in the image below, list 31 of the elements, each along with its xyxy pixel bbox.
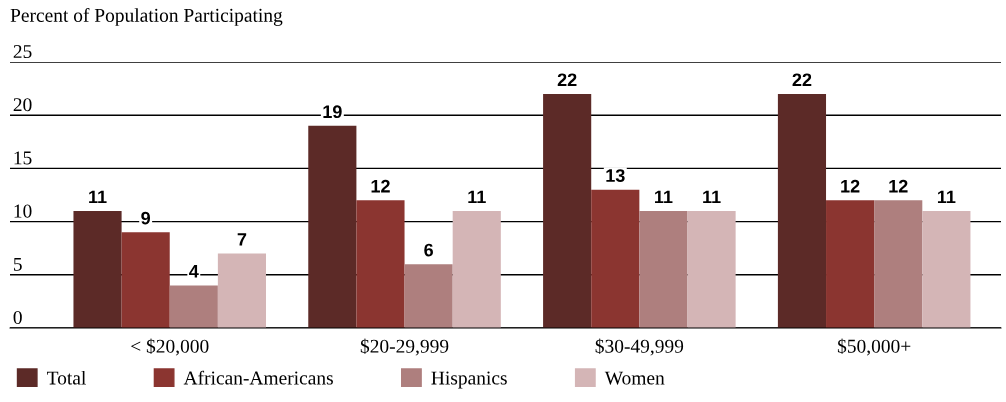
data-label: 7 (237, 233, 247, 246)
legend-label: Women (604, 371, 665, 385)
y-tick-label: 20 (13, 98, 32, 112)
y-tick-label: 0 (13, 310, 22, 325)
y-tick-label: 10 (14, 204, 32, 218)
data-label: 13 (606, 169, 625, 182)
y-tick-label: 5 (13, 257, 22, 271)
data-label: 11 (703, 190, 721, 204)
data-label: 9 (141, 211, 151, 225)
data-label: 11 (937, 190, 956, 204)
data-label: 11 (655, 190, 673, 204)
data-label: 12 (889, 179, 908, 193)
x-tick-label: $50,000+ (837, 338, 911, 356)
chart-title: Percent of Population Participating (10, 8, 283, 26)
x-tick-label: < $20,000 (131, 338, 209, 356)
data-label: 11 (468, 190, 486, 204)
data-label: 22 (792, 73, 812, 87)
y-tick-label: 25 (13, 44, 32, 59)
data-label: 11 (89, 190, 107, 204)
x-tick-label: $20-29,999 (360, 338, 449, 356)
data-label: 4 (189, 265, 199, 278)
x-tick-label: $30-49,999 (595, 338, 684, 356)
data-label: 12 (371, 179, 390, 193)
y-tick-label: 15 (14, 151, 32, 165)
legend-label: Total (47, 370, 86, 385)
data-label: 6 (424, 243, 433, 257)
legend-label: Hispanics (431, 371, 507, 389)
data-label: 22 (557, 73, 577, 87)
legend-label: African-Americans (183, 370, 333, 385)
data-label: 19 (323, 105, 342, 119)
data-label: 12 (841, 179, 860, 193)
